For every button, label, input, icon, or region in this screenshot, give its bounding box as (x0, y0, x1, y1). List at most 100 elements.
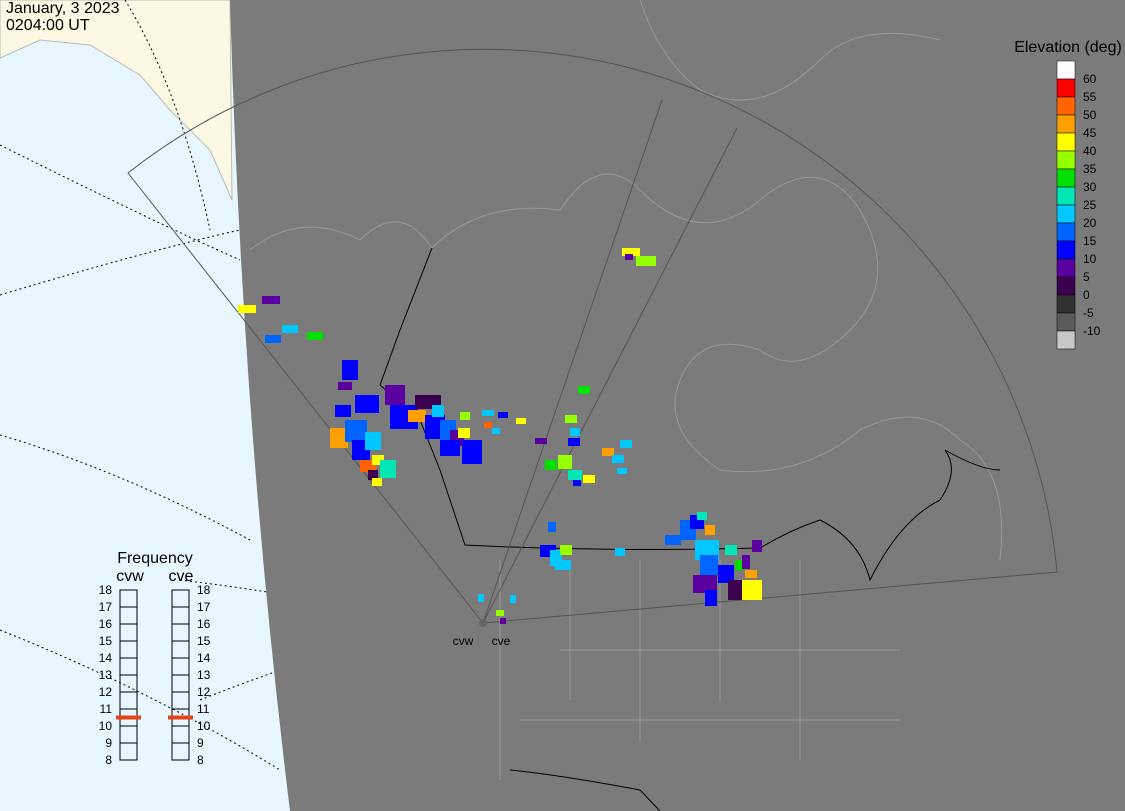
frequency-label: 17 (99, 600, 113, 614)
night-region (230, 0, 1125, 811)
radar-cell (700, 555, 718, 575)
radar-cell (665, 535, 681, 545)
color-box (1056, 150, 1076, 170)
frequency-title: Frequency (117, 550, 193, 567)
radar-cell (636, 256, 656, 266)
scale-label: 45 (1083, 126, 1097, 140)
radar-cell (697, 512, 707, 520)
radar-cell (615, 548, 625, 556)
radar-cell (545, 460, 557, 470)
radar-cell (492, 428, 500, 434)
frequency-label: 16 (197, 617, 211, 631)
scale-label: 55 (1083, 90, 1097, 104)
color-box (1056, 168, 1076, 188)
scale-label: 20 (1083, 216, 1097, 230)
frequency-label: 10 (99, 719, 113, 733)
scale-label: 30 (1083, 180, 1097, 194)
radar-cell (565, 415, 577, 423)
scale-label: 15 (1083, 234, 1097, 248)
frequency-label: 17 (197, 600, 211, 614)
radar-cell (262, 296, 280, 304)
radar-cell (617, 468, 627, 474)
color-box (1056, 294, 1076, 314)
color-box (1056, 186, 1076, 206)
radar-cell (385, 385, 405, 405)
radar-cell (622, 248, 640, 256)
radar-cell (728, 580, 746, 600)
radar-cell (535, 438, 547, 444)
radar-cell (558, 455, 572, 469)
border (379, 247, 1001, 582)
radar-cell (482, 410, 494, 416)
scale-label: 35 (1083, 162, 1097, 176)
radar-cell (342, 360, 358, 380)
radar-fan (127, 48, 1058, 624)
color-box (1056, 96, 1076, 116)
radar-cell (372, 455, 384, 465)
frequency-label: 11 (197, 702, 210, 716)
radar-cell (516, 418, 526, 424)
frequency-label: 13 (197, 668, 211, 682)
border (509, 769, 661, 811)
site-label: cve (492, 634, 511, 648)
color-box (1056, 60, 1076, 80)
scale-title: Elevation (deg) (1014, 39, 1122, 56)
scale-label: 10 (1083, 252, 1097, 266)
radar-cell (365, 432, 381, 450)
frequency-label: 18 (99, 583, 113, 597)
radar-cell (718, 565, 734, 583)
radar-cell (440, 440, 460, 456)
color-box (1056, 204, 1076, 224)
scale-label: 60 (1083, 72, 1097, 86)
color-box (1056, 222, 1076, 242)
radar-cell (555, 560, 571, 570)
scale-label: -5 (1083, 306, 1094, 320)
scale-label: 50 (1083, 108, 1097, 122)
time: 0204:00 UT (6, 17, 90, 34)
radar-cell (330, 428, 348, 448)
beam-line (482, 99, 738, 624)
frequency-label: 15 (99, 634, 113, 648)
radar-cells (238, 248, 762, 624)
frequency-marker (168, 715, 193, 720)
frequency-label: 13 (99, 668, 113, 682)
radar-cell (735, 560, 745, 570)
radar-cell (705, 525, 715, 535)
frequency-label: 12 (99, 685, 113, 699)
color-box (1056, 258, 1076, 278)
frequency-label: 11 (100, 702, 113, 716)
radar-cell (568, 438, 580, 446)
radar-cell (380, 460, 396, 478)
radar-cell (345, 420, 367, 442)
frequency-label: 16 (99, 617, 113, 631)
radar-cell (548, 522, 556, 532)
radar-cell (742, 580, 762, 600)
radar-cell (612, 455, 624, 463)
radar-cell (460, 412, 470, 420)
radar-cell (432, 405, 444, 417)
radar-name: cve (169, 568, 194, 585)
radar-cell (693, 575, 717, 593)
radar-cell (307, 332, 323, 340)
radar-cell (338, 382, 352, 390)
radar-cell (372, 478, 382, 486)
radar-cell (500, 618, 506, 624)
radar-cell (725, 545, 737, 555)
radar-cell (496, 610, 504, 616)
frequency-label: 12 (197, 685, 211, 699)
radar-cell (355, 395, 379, 413)
color-box (1056, 78, 1076, 98)
radar-cell (484, 422, 492, 428)
radar-cell (583, 475, 595, 483)
color-box (1056, 132, 1076, 152)
radar-cell (238, 305, 256, 313)
radar-site (479, 619, 487, 627)
radar-cell (742, 555, 750, 569)
frequency-label: 14 (197, 651, 211, 665)
radar-cell (573, 480, 581, 486)
color-box (1056, 312, 1076, 332)
frequency-label: 9 (197, 736, 204, 750)
frequency-label: 9 (105, 736, 112, 750)
radar-cell (705, 590, 717, 606)
